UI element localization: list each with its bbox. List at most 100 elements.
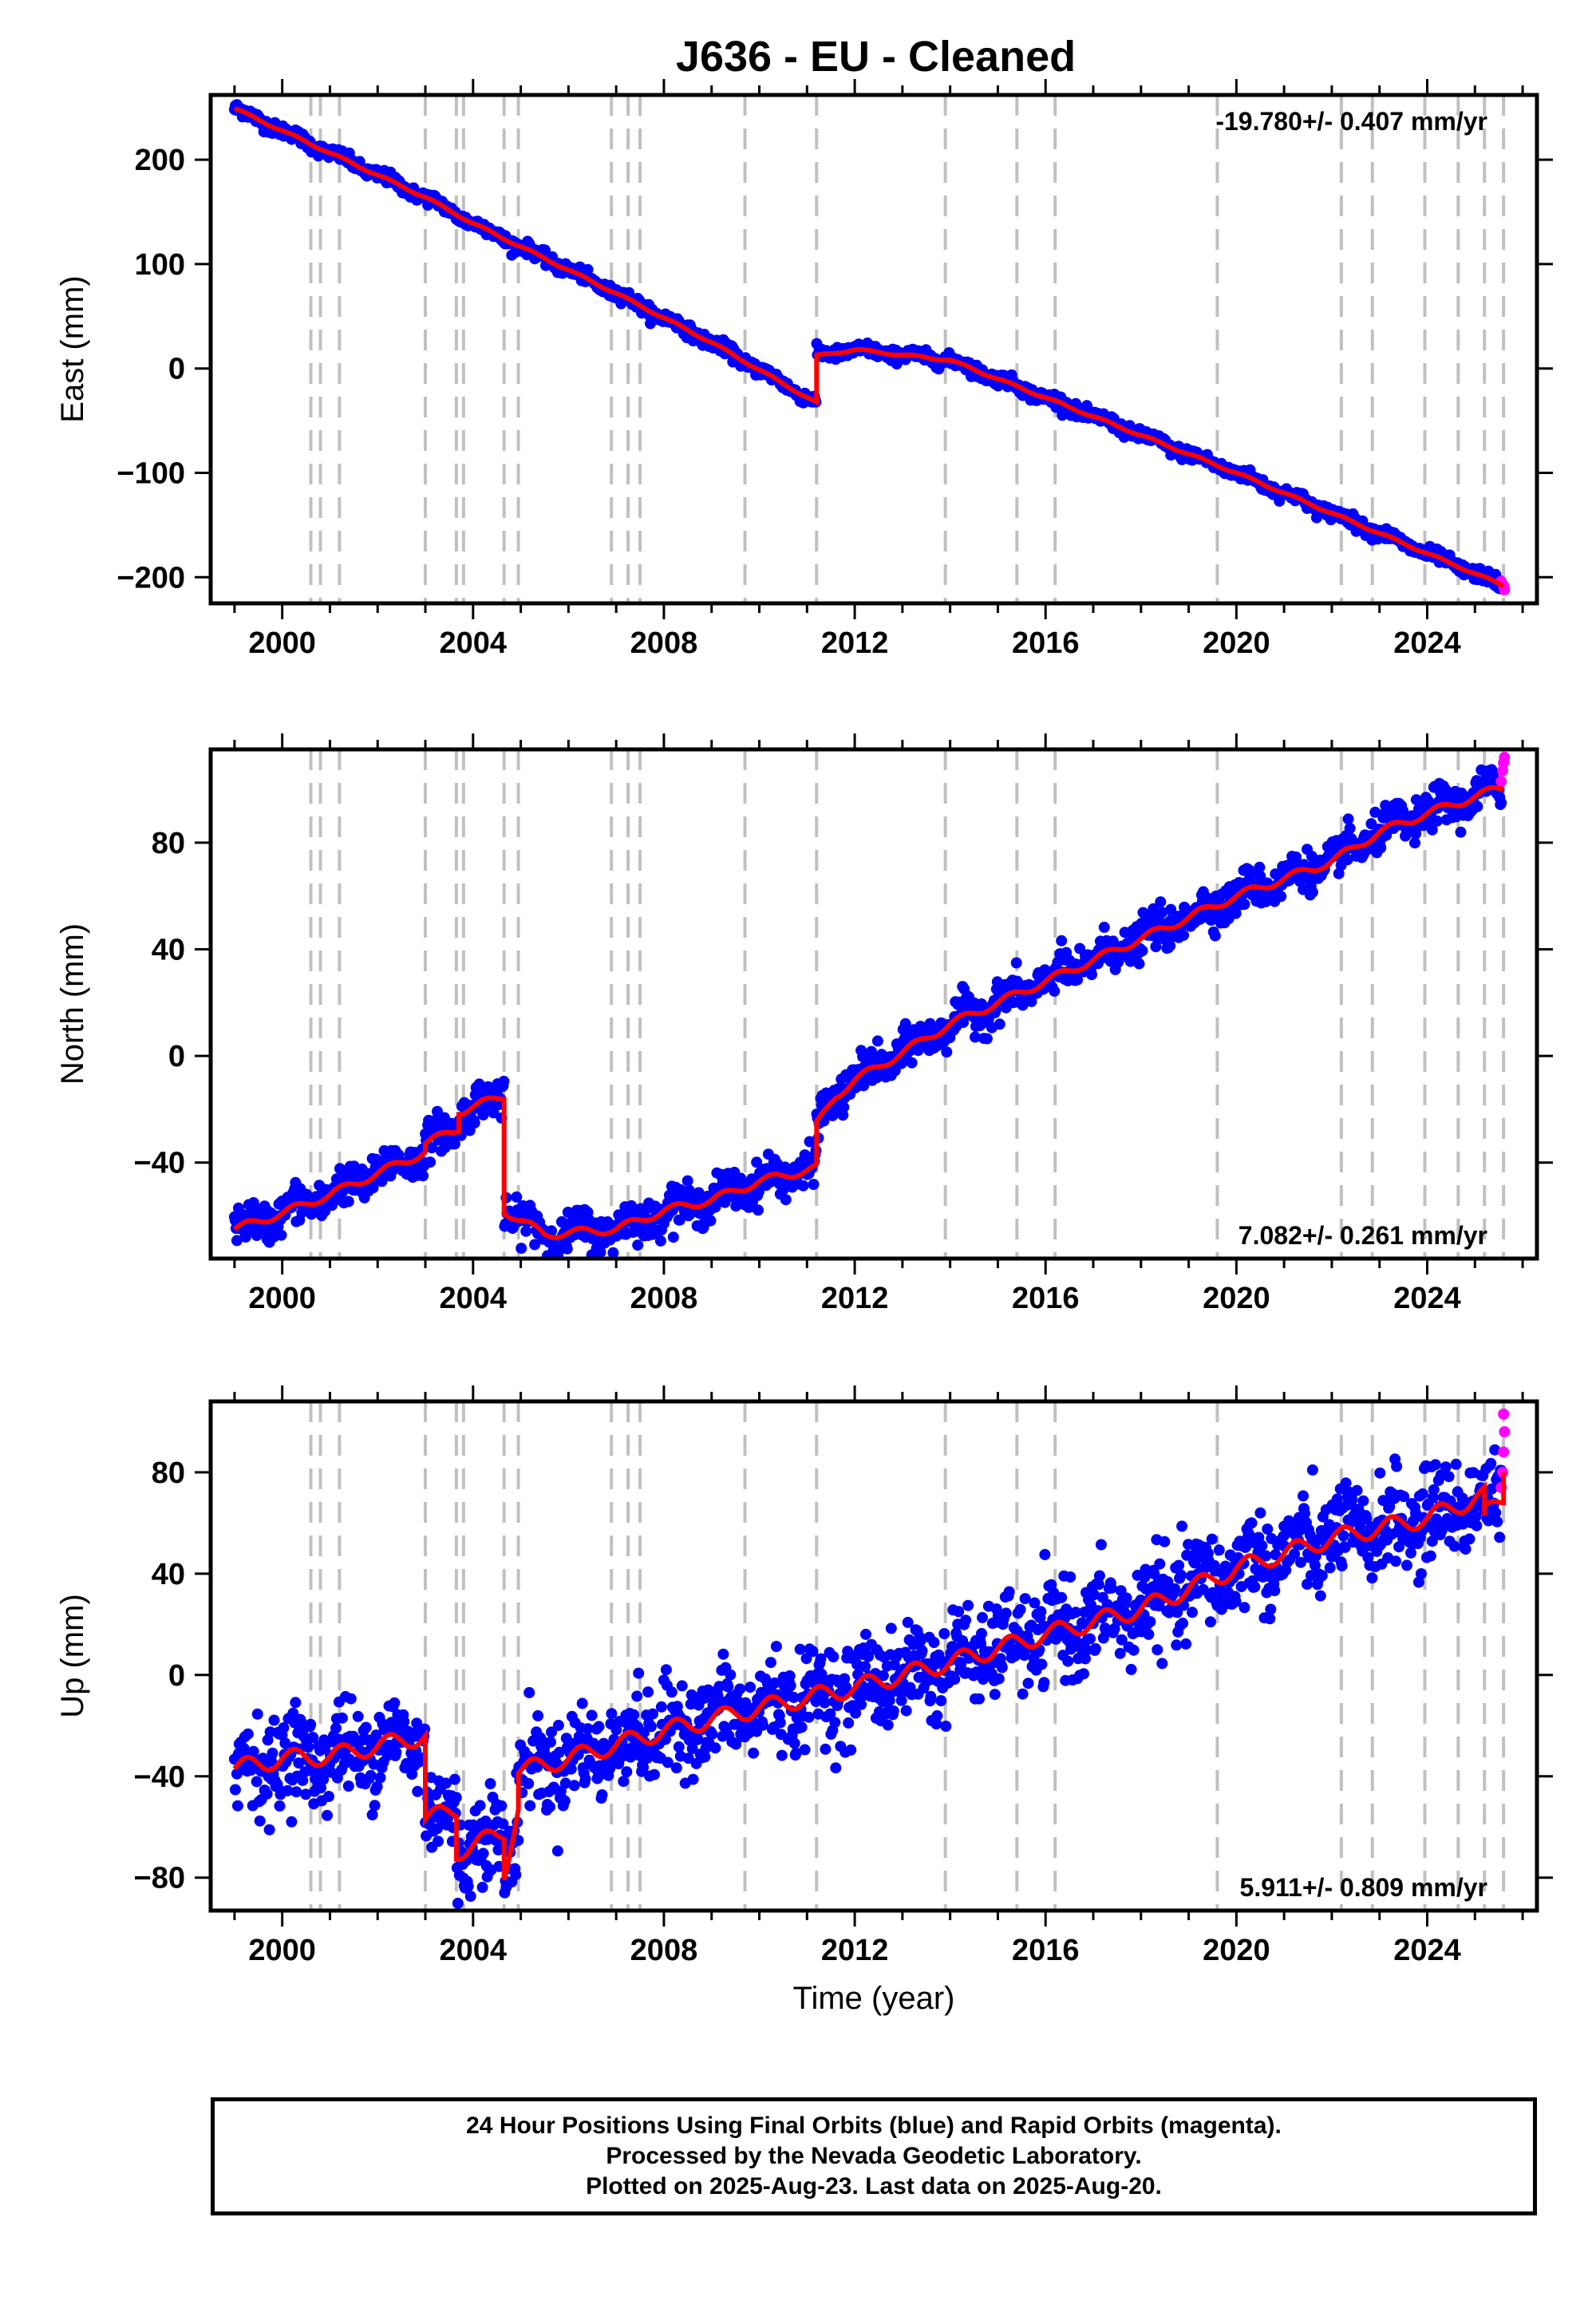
data-point: [369, 1800, 381, 1812]
data-point: [432, 1823, 443, 1835]
data-point: [1018, 1650, 1030, 1662]
data-point: [882, 1719, 894, 1731]
data-point: [1080, 1653, 1091, 1665]
data-point: [286, 1816, 298, 1828]
data-point: [717, 1648, 729, 1660]
data-point: [1298, 1490, 1309, 1502]
x-tick-label: 2024: [1393, 1282, 1461, 1315]
data-point: [229, 1784, 241, 1796]
data-point: [1384, 1500, 1396, 1512]
panel-3: 2000 2004 2008 2012 2016 2020 2024−80−4004080U…: [55, 1385, 1553, 1967]
data-point: [1450, 1458, 1462, 1470]
x-tick-label: 2024: [1393, 626, 1461, 660]
panel-frame: [208, 747, 1539, 1261]
data-point: [433, 1836, 444, 1848]
data-point: [797, 1180, 809, 1192]
data-point: [839, 1673, 851, 1685]
data-point: [885, 1622, 897, 1634]
data-point: [305, 1718, 317, 1730]
data-point: [523, 1777, 535, 1789]
data-point: [1357, 1495, 1369, 1507]
data-point: [595, 1247, 606, 1259]
data-point: [448, 1773, 460, 1785]
data-point: [958, 1017, 970, 1029]
data-point: [1409, 837, 1420, 849]
data-point: [1390, 1555, 1402, 1567]
data-point: [633, 1667, 645, 1679]
data-point: [1019, 1593, 1031, 1605]
data-point: [1095, 1539, 1107, 1551]
data-point: [1089, 1642, 1101, 1654]
data-point: [974, 1693, 985, 1705]
data-point: [1246, 1517, 1258, 1529]
chart-title: J636 - EU - Cleaned: [675, 33, 1077, 81]
data-point: [819, 1697, 831, 1709]
x-tick-label: 2000: [248, 626, 316, 660]
data-point: [531, 1761, 543, 1773]
data-point: [307, 1732, 319, 1743]
data-point: [804, 1136, 816, 1148]
data-point: [1187, 1607, 1198, 1618]
data-point: [1238, 1602, 1250, 1614]
data-point: [576, 1697, 588, 1709]
data-point: [855, 1698, 867, 1710]
data-point: [464, 1891, 476, 1902]
data-point: [1289, 1548, 1301, 1560]
data-point: [646, 1721, 657, 1733]
data-point: [1260, 1550, 1272, 1562]
data-point: [682, 1753, 694, 1765]
data-point: [828, 1651, 839, 1662]
data-point: [784, 1680, 796, 1692]
rate-label: -19.780+/- 0.407 mm/yr: [1215, 107, 1487, 136]
data-point: [1171, 1639, 1183, 1651]
data-point: [916, 1645, 928, 1657]
data-point: [1344, 823, 1356, 834]
data-point: [398, 1716, 410, 1728]
data-point: [1264, 1613, 1276, 1625]
x-tick-label: 2012: [821, 626, 889, 660]
data-point: [282, 1784, 294, 1796]
data-point: [342, 1196, 354, 1207]
data-point: [757, 1719, 768, 1731]
data-point: [559, 1795, 571, 1807]
model-line: [233, 106, 1505, 589]
data-point: [655, 1701, 667, 1713]
data-point: [1092, 1579, 1104, 1591]
data-point: [1213, 1544, 1225, 1556]
data-point: [1342, 813, 1354, 825]
data-point: [582, 263, 594, 275]
x-tick-label: 2004: [440, 1282, 508, 1315]
data-point: [1448, 1540, 1460, 1552]
data-point: [642, 1686, 654, 1698]
x-tick-label: 2020: [1203, 626, 1270, 660]
data-point: [845, 1744, 857, 1756]
data-point: [638, 1761, 650, 1773]
data-point: [788, 1737, 800, 1749]
data-point: [546, 1225, 557, 1237]
y-tick-label: 200: [135, 144, 185, 177]
data-point: [1183, 1539, 1195, 1551]
y-axis-label: North (mm): [55, 923, 90, 1085]
data-point: [290, 1697, 302, 1709]
data-point: [1366, 1572, 1378, 1584]
data-point: [808, 1179, 820, 1190]
data-point: [366, 1809, 378, 1820]
data-point: [1495, 797, 1507, 808]
data-point: [254, 1815, 266, 1827]
data-point: [1398, 1491, 1410, 1503]
data-point: [551, 1845, 563, 1857]
data-point: [676, 1680, 688, 1692]
data-point: [290, 1786, 302, 1798]
data-point: [242, 1728, 254, 1740]
data-point: [450, 1792, 462, 1804]
data-point: [468, 1117, 480, 1128]
data-point: [1017, 1688, 1029, 1700]
data-point: [476, 1881, 488, 1893]
data-point: [931, 1709, 943, 1721]
data-point: [776, 1749, 788, 1761]
data-point: [565, 1763, 577, 1775]
data-point: [274, 1800, 286, 1812]
data-point: [1270, 1549, 1282, 1561]
data-point: [1316, 1570, 1328, 1582]
data-point: [1114, 1647, 1126, 1659]
